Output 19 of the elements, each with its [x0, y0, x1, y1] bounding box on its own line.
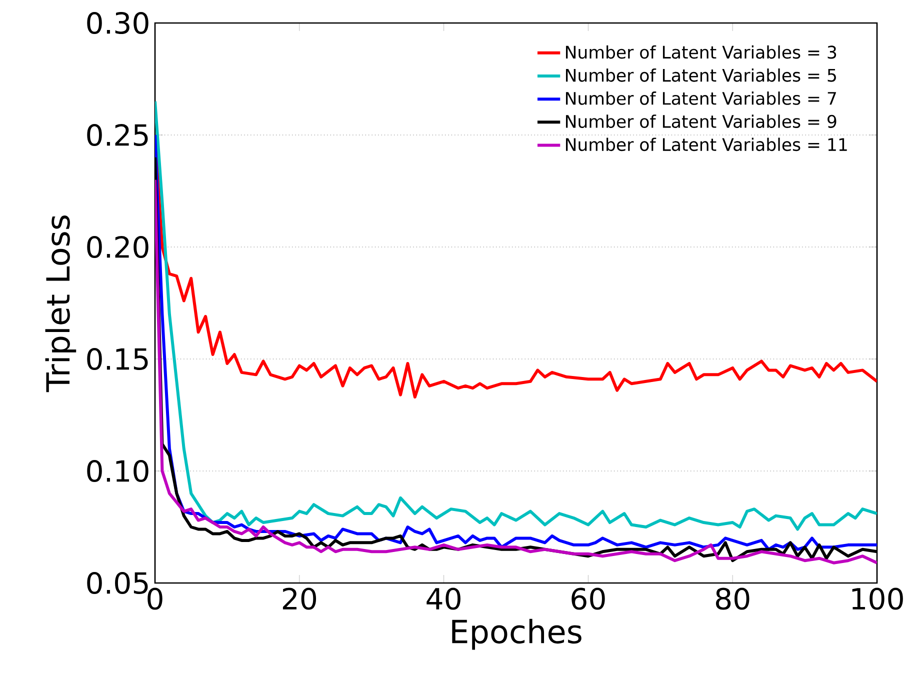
legend-label: Number of Latent Variables = 5 [566, 68, 836, 82]
x-tick-label: 20 [282, 588, 316, 610]
legend-label: Number of Latent Variables = 9 [566, 114, 836, 128]
y-tick-label: 0.15 [87, 348, 148, 370]
y-tick-label: 0.05 [87, 572, 148, 594]
y-tick-label: 0.25 [87, 124, 148, 146]
legend-label: Number of Latent Variables = 3 [566, 45, 836, 59]
x-tick-label: 100 [852, 588, 903, 610]
x-tick-label: 40 [426, 588, 460, 610]
x-tick-label: 80 [716, 588, 750, 610]
y-tick-label: 0.30 [87, 12, 148, 34]
legend-label: Number of Latent Variables = 11 [566, 138, 847, 152]
y-axis-title: Triplet Loss [45, 216, 76, 392]
legend-label: Number of Latent Variables = 7 [566, 92, 836, 105]
x-axis-title: Epoches [452, 618, 582, 650]
x-tick-label: 0 [148, 588, 162, 610]
y-tick-label: 0.10 [87, 460, 148, 482]
y-tick-label: 0.20 [87, 236, 148, 258]
x-tick-label: 60 [572, 588, 605, 610]
